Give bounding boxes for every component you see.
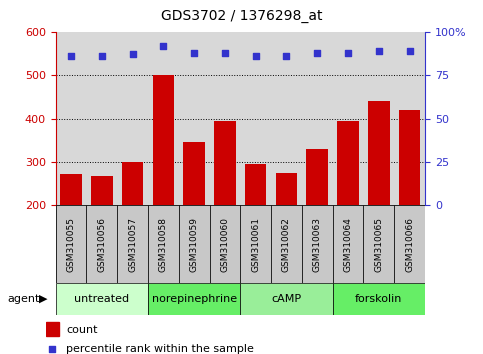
Bar	[179, 205, 210, 283]
Point	[48, 346, 56, 352]
Bar	[337, 121, 359, 205]
Point	[67, 53, 75, 59]
Bar	[368, 101, 390, 205]
Text: count: count	[66, 325, 98, 335]
Point	[344, 50, 352, 56]
Bar	[184, 142, 205, 205]
Text: GDS3702 / 1376298_at: GDS3702 / 1376298_at	[161, 9, 322, 23]
Bar	[91, 176, 113, 205]
Text: forskolin: forskolin	[355, 294, 402, 304]
Point	[252, 53, 259, 59]
Point	[159, 43, 167, 48]
Bar	[245, 164, 267, 205]
Bar	[307, 149, 328, 205]
Text: GSM310066: GSM310066	[405, 217, 414, 272]
Point	[190, 50, 198, 56]
Point	[375, 48, 383, 54]
Text: cAMP: cAMP	[271, 294, 301, 304]
Bar	[148, 205, 179, 283]
Text: GSM310062: GSM310062	[282, 217, 291, 272]
Text: agent: agent	[7, 294, 40, 304]
Bar	[86, 205, 117, 283]
Bar	[153, 75, 174, 205]
Bar	[271, 205, 302, 283]
Text: norepinephrine: norepinephrine	[152, 294, 237, 304]
Bar	[394, 205, 425, 283]
Bar	[60, 174, 82, 205]
Text: percentile rank within the sample: percentile rank within the sample	[66, 344, 254, 354]
Point	[98, 53, 106, 59]
Text: GSM310065: GSM310065	[374, 217, 384, 272]
Bar	[122, 162, 143, 205]
Text: GSM310055: GSM310055	[67, 217, 75, 272]
Point	[406, 48, 413, 54]
Bar	[46, 322, 59, 336]
Bar	[364, 205, 394, 283]
Bar	[302, 205, 333, 283]
Bar	[148, 283, 241, 315]
Text: GSM310056: GSM310056	[97, 217, 106, 272]
Bar	[117, 205, 148, 283]
Bar	[214, 121, 236, 205]
Text: GSM310058: GSM310058	[159, 217, 168, 272]
Bar	[56, 283, 148, 315]
Text: untreated: untreated	[74, 294, 129, 304]
Bar	[399, 110, 420, 205]
Text: ▶: ▶	[39, 294, 48, 304]
Bar	[240, 283, 333, 315]
Bar	[276, 173, 297, 205]
Bar	[56, 205, 86, 283]
Bar	[333, 205, 364, 283]
Point	[128, 52, 136, 57]
Text: GSM310057: GSM310057	[128, 217, 137, 272]
Bar	[333, 283, 425, 315]
Text: GSM310063: GSM310063	[313, 217, 322, 272]
Point	[313, 50, 321, 56]
Bar	[210, 205, 240, 283]
Text: GSM310064: GSM310064	[343, 217, 353, 272]
Point	[283, 53, 290, 59]
Text: GSM310060: GSM310060	[220, 217, 229, 272]
Text: GSM310059: GSM310059	[190, 217, 199, 272]
Point	[221, 50, 229, 56]
Text: GSM310061: GSM310061	[251, 217, 260, 272]
Bar	[240, 205, 271, 283]
